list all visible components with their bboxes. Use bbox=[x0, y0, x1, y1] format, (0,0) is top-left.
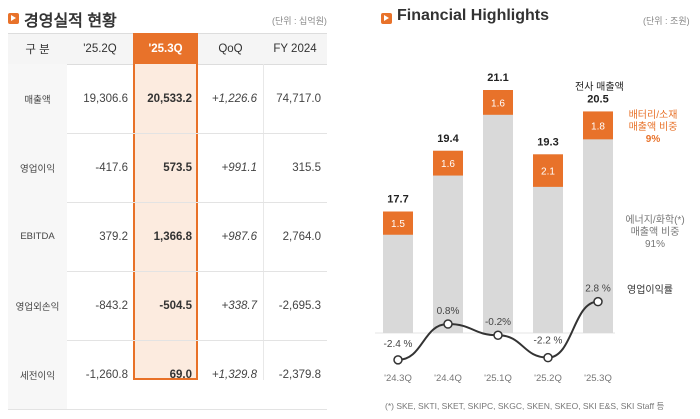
cell-q3: 1,366.8 bbox=[153, 230, 192, 243]
cell-fy: 315.5 bbox=[292, 161, 321, 174]
legend-energy-line2: 매출액 비중 bbox=[630, 227, 680, 238]
section-arrow-icon bbox=[381, 13, 392, 24]
footnote: (*) SKE, SKTI, SKET, SKIPC, SKGC, SKEN, … bbox=[385, 401, 665, 411]
bar-total-label: 19.3 bbox=[537, 136, 558, 148]
x-tick-label: '24.3Q bbox=[384, 373, 412, 384]
row-label: 영업외손익 bbox=[8, 271, 67, 340]
cell-q3: 573.5 bbox=[163, 161, 192, 174]
cell-qoq: +987.6 bbox=[221, 230, 258, 243]
cell-q2: -417.6 bbox=[95, 161, 128, 174]
margin-point bbox=[593, 296, 603, 307]
margin-label: -2.2 % bbox=[534, 336, 563, 347]
bar-battery-label: 1.8 bbox=[591, 121, 605, 132]
margin-label: 2.8 % bbox=[585, 284, 611, 295]
margin-point bbox=[493, 330, 503, 340]
header-overlay: '25.3Q bbox=[8, 33, 327, 64]
legend-battery-line1: 배터리/소재 bbox=[628, 110, 678, 121]
cell-qoq: +338.7 bbox=[221, 299, 258, 312]
bar-battery bbox=[483, 90, 513, 115]
bar-battery bbox=[433, 150, 463, 176]
table-row: EBITDA 379.2 1,366.8 +987.6 2,764.0 bbox=[8, 202, 327, 272]
cell-qoq: +1,329.8 bbox=[211, 368, 257, 381]
legend-operating-margin: 영업이익률 bbox=[627, 285, 673, 296]
margin-point bbox=[543, 352, 553, 363]
legend-energy: 에너지/화학(*) 매출액 비중 91% bbox=[615, 215, 695, 251]
margin-label: -0.2% bbox=[485, 317, 511, 328]
legend-energy-pct: 91% bbox=[644, 239, 665, 250]
highlight-header bbox=[133, 33, 198, 64]
bar-battery-label: 1.5 bbox=[391, 219, 405, 230]
bar-battery-label: 2.1 bbox=[541, 167, 555, 178]
cell-qoq: +991.1 bbox=[221, 161, 258, 174]
margin-label: -2.4 % bbox=[384, 339, 413, 350]
bar-battery-label: 1.6 bbox=[491, 98, 505, 109]
cell-q2: -1,260.8 bbox=[85, 368, 128, 381]
cell-fy: 74,717.0 bbox=[276, 92, 321, 105]
x-tick-label: '25.2Q bbox=[534, 373, 562, 384]
x-tick-label: '24.4Q bbox=[434, 373, 462, 384]
cell-q3: -504.5 bbox=[159, 299, 192, 312]
legend-energy-line1: 에너지/화학(*) bbox=[625, 215, 685, 226]
bar-energy bbox=[433, 150, 463, 333]
margin-label: 0.8% bbox=[437, 306, 460, 317]
bar-battery bbox=[533, 154, 563, 187]
legend-total-revenue: 전사 매출액 bbox=[575, 82, 624, 93]
table-row: 매출액 19,306.6 20,533.2 +1,226.6 74,717.0 bbox=[8, 64, 327, 134]
bar-total-label: 21.1 bbox=[487, 72, 508, 84]
bar-total-label: 20.5 bbox=[587, 93, 608, 105]
bar-total-label: 17.7 bbox=[387, 194, 408, 206]
cell-qoq: +1,226.6 bbox=[211, 92, 257, 105]
row-label: 세전이익 bbox=[8, 340, 67, 409]
left-unit-label: (단위 : 십억원) bbox=[272, 16, 327, 26]
cell-q3: 69.0 bbox=[169, 368, 192, 381]
bar-energy bbox=[483, 90, 513, 333]
column-divider bbox=[263, 64, 264, 380]
bar-battery-label: 1.6 bbox=[441, 159, 455, 170]
row-label: 영업이익 bbox=[8, 133, 67, 202]
header-category: 구 분 bbox=[25, 44, 50, 56]
cell-fy: 2,764.0 bbox=[282, 230, 321, 243]
margin-point bbox=[393, 355, 403, 365]
cell-q2: 379.2 bbox=[99, 230, 128, 243]
right-unit-label: (단위 : 조원) bbox=[643, 16, 690, 26]
section-arrow-icon bbox=[8, 13, 19, 24]
bar-battery bbox=[383, 211, 413, 235]
cell-q2: 19,306.6 bbox=[83, 92, 128, 105]
row-label: 매출액 bbox=[8, 64, 67, 133]
cell-fy: -2,379.8 bbox=[278, 368, 321, 381]
bar-energy bbox=[583, 111, 613, 333]
header-qoq: QoQ bbox=[218, 43, 243, 55]
legend-battery-line2: 매출액 비중 bbox=[628, 122, 678, 133]
bar-battery bbox=[583, 111, 613, 140]
legend-battery-pct: 9% bbox=[645, 134, 661, 145]
table-row: 세전이익 -1,260.8 69.0 +1,329.8 -2,379.8 bbox=[8, 340, 327, 410]
bar-total-label: 19.4 bbox=[437, 133, 459, 145]
header-25-3q-label: '25.3Q bbox=[148, 42, 183, 55]
right-section-title: Financial Highlights bbox=[397, 7, 550, 24]
x-tick-label: '25.3Q bbox=[584, 373, 612, 384]
cell-q2: -843.2 bbox=[95, 299, 128, 312]
row-label: EBITDA bbox=[8, 202, 67, 271]
highlight-column bbox=[133, 33, 198, 380]
cell-fy: -2,695.3 bbox=[278, 299, 321, 312]
left-section-title: 경영실적 현황 bbox=[24, 13, 117, 30]
table-row: 영업이익 -417.6 573.5 +991.1 315.5 bbox=[8, 133, 327, 203]
header-fy2024: FY 2024 bbox=[273, 43, 317, 55]
x-tick-label: '25.1Q bbox=[484, 373, 512, 384]
legend-battery: 배터리/소재 매출액 비중 9% bbox=[618, 110, 688, 146]
table-row: 영업외손익 -843.2 -504.5 +338.7 -2,695.3 bbox=[8, 271, 327, 341]
header-25-2q: '25.2Q bbox=[83, 43, 117, 55]
cell-q3: 20,533.2 bbox=[147, 92, 192, 105]
margin-point bbox=[443, 319, 453, 329]
